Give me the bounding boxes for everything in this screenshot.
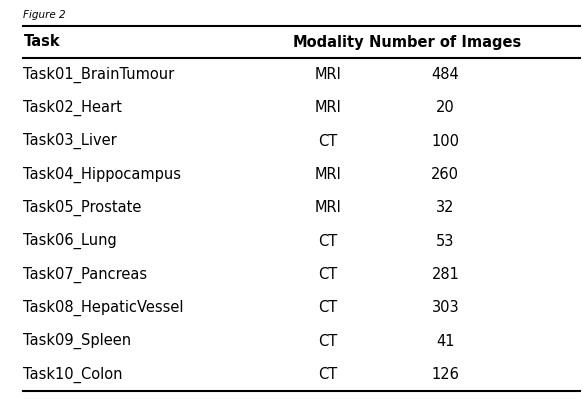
Text: CT: CT	[319, 334, 338, 349]
Text: 32: 32	[436, 200, 455, 216]
Text: Task10_Colon: Task10_Colon	[23, 366, 123, 383]
Text: 100: 100	[431, 134, 459, 149]
Text: 303: 303	[431, 300, 459, 315]
Text: Task: Task	[23, 34, 60, 50]
Text: 281: 281	[431, 267, 459, 282]
Text: Task02_Heart: Task02_Heart	[23, 100, 122, 116]
Text: Task08_HepaticVessel: Task08_HepaticVessel	[23, 300, 184, 316]
Text: Number of Images: Number of Images	[369, 34, 522, 50]
Text: Task01_BrainTumour: Task01_BrainTumour	[23, 66, 175, 83]
Text: CT: CT	[319, 300, 338, 315]
Text: Figure 2: Figure 2	[23, 10, 66, 20]
Text: MRI: MRI	[315, 67, 342, 82]
Text: Task04_Hippocampus: Task04_Hippocampus	[23, 166, 182, 183]
Text: Task09_Spleen: Task09_Spleen	[23, 333, 132, 349]
Text: CT: CT	[319, 234, 338, 249]
Text: Task07_Pancreas: Task07_Pancreas	[23, 266, 148, 283]
Text: 41: 41	[436, 334, 455, 349]
Text: MRI: MRI	[315, 100, 342, 116]
Text: 20: 20	[436, 100, 455, 116]
Text: MRI: MRI	[315, 167, 342, 182]
Text: MRI: MRI	[315, 200, 342, 216]
Text: 484: 484	[431, 67, 459, 82]
Text: 126: 126	[431, 367, 459, 382]
Text: CT: CT	[319, 267, 338, 282]
Text: Task05_Prostate: Task05_Prostate	[23, 200, 142, 216]
Text: CT: CT	[319, 367, 338, 382]
Text: 53: 53	[436, 234, 455, 249]
Text: Modality: Modality	[292, 34, 364, 50]
Text: CT: CT	[319, 134, 338, 149]
Text: Task03_Liver: Task03_Liver	[23, 133, 117, 150]
Text: Task06_Lung: Task06_Lung	[23, 233, 117, 249]
Text: 260: 260	[431, 167, 459, 182]
